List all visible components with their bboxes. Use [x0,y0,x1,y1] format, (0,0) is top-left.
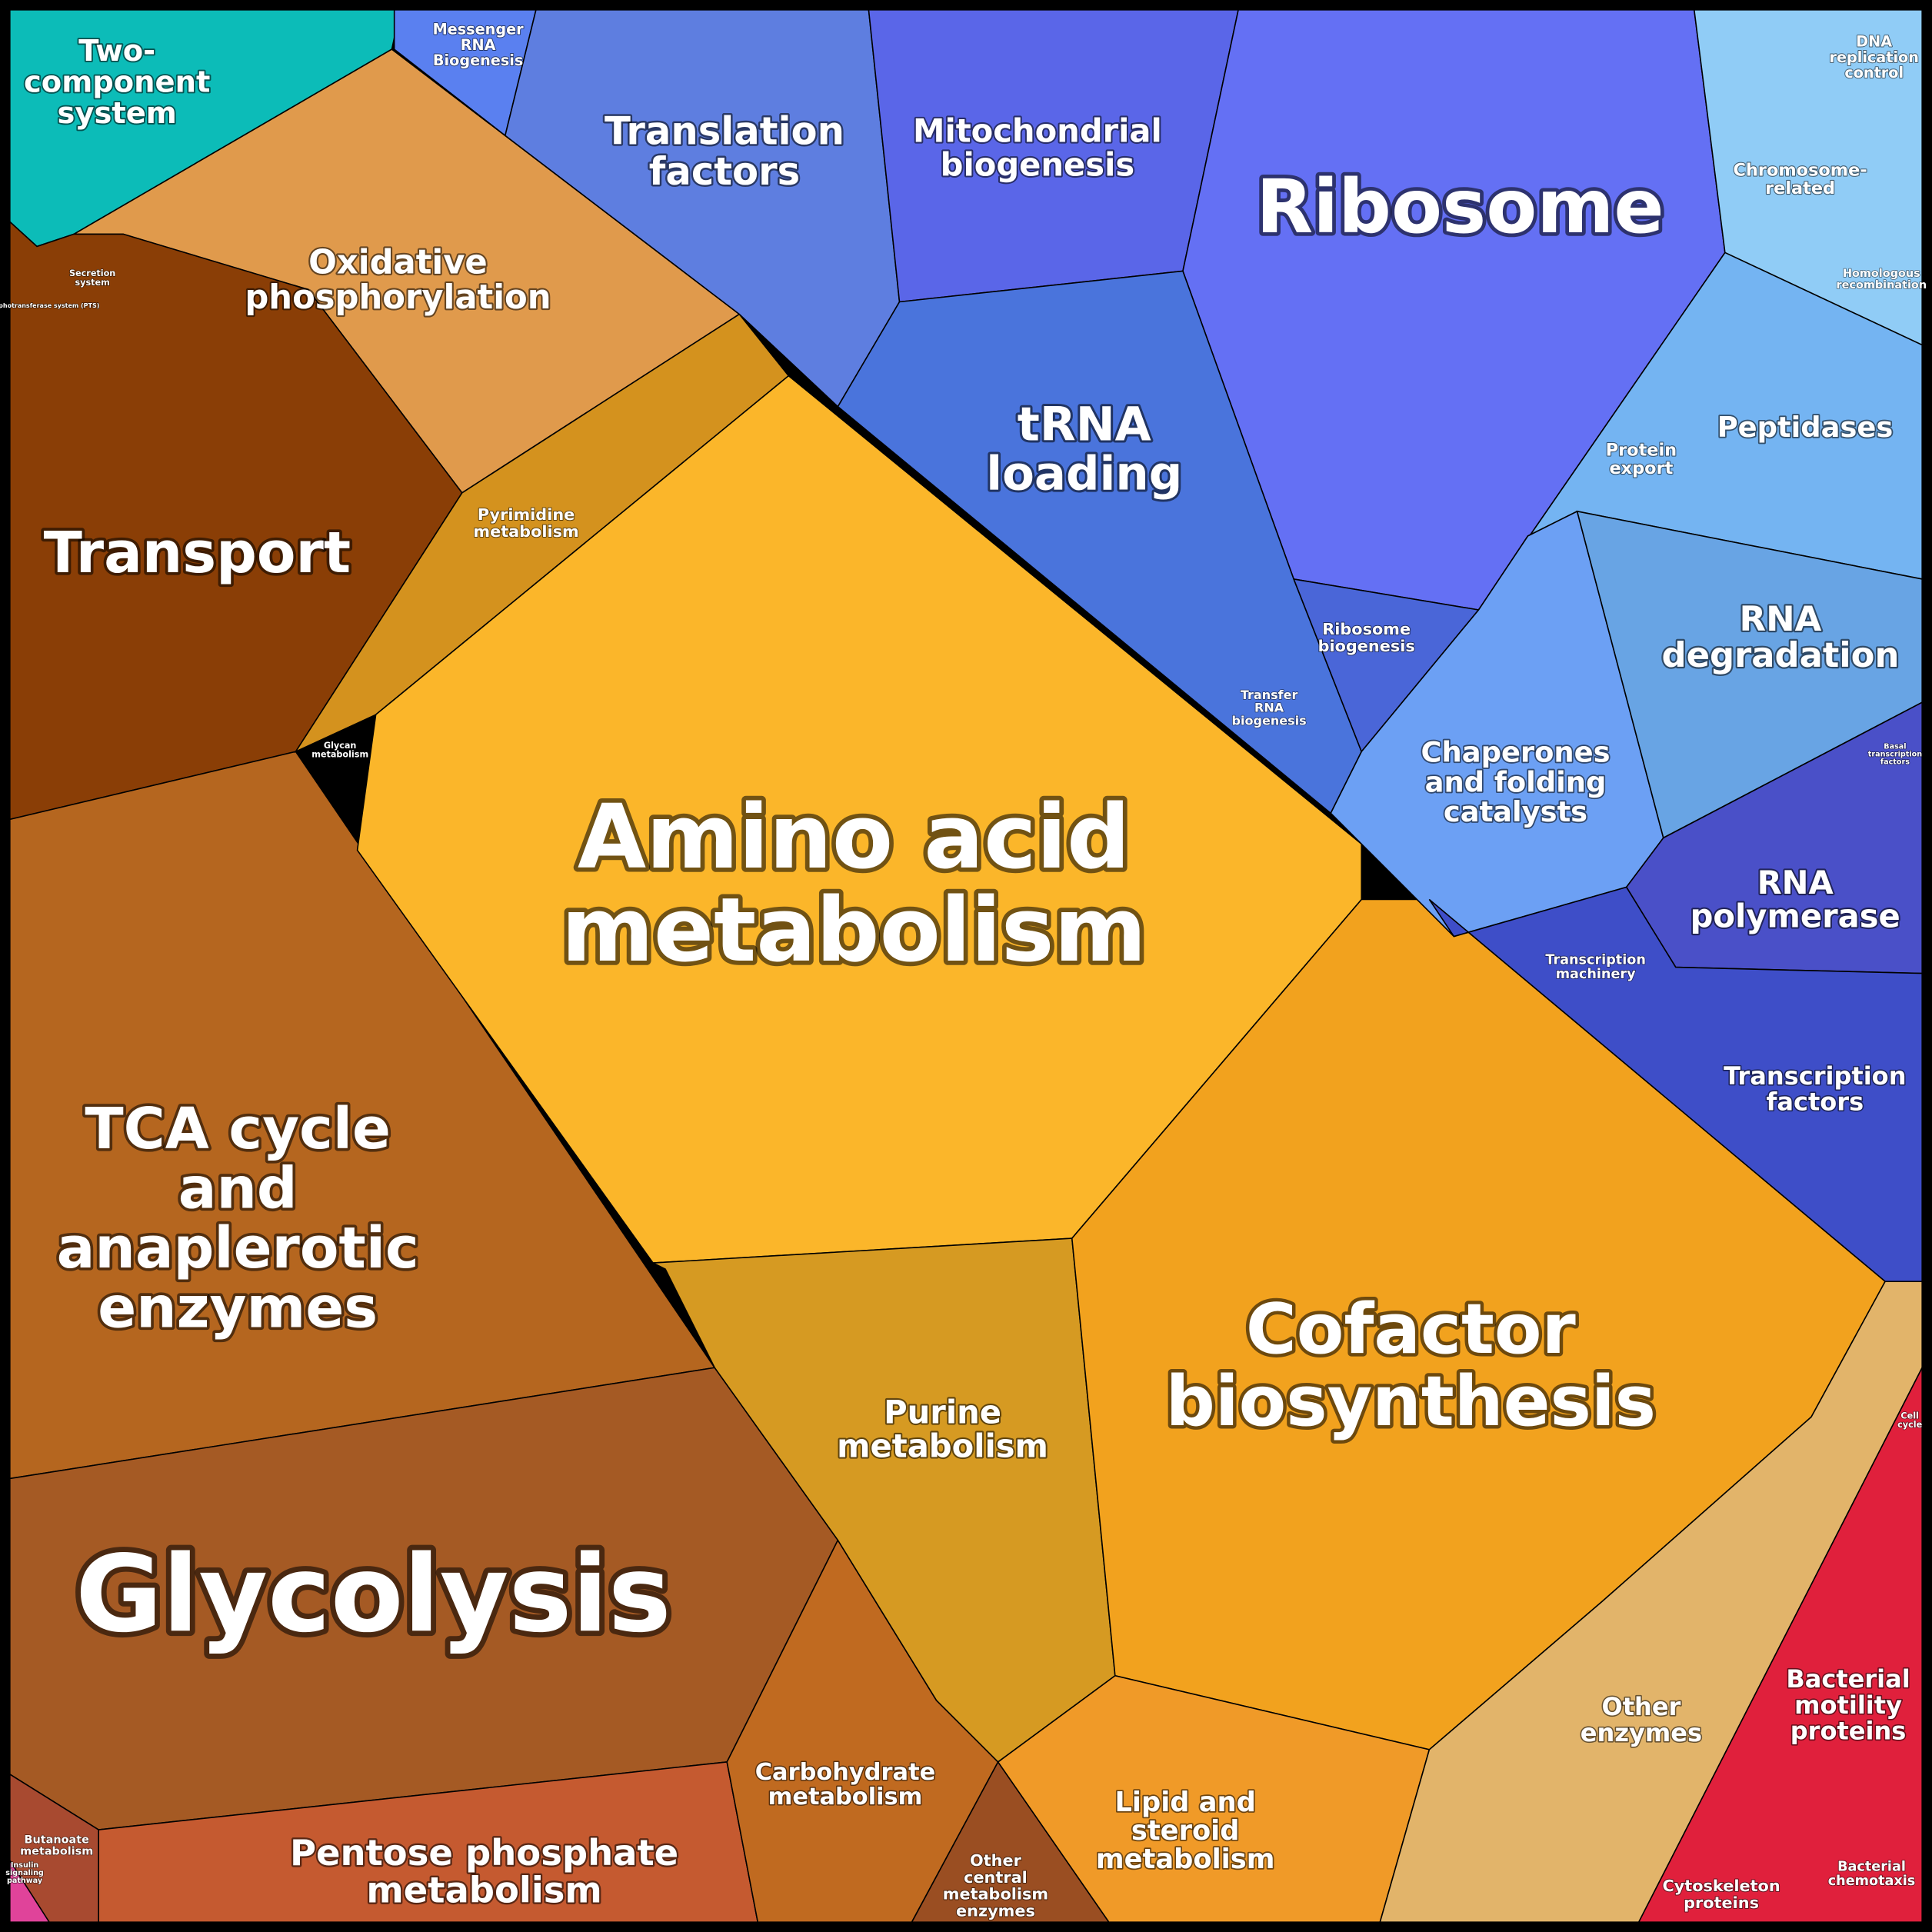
region-label: metabolism [473,522,578,541]
region-label: Ribosome [1256,164,1664,250]
region-label: Transcription [1724,1061,1906,1091]
region-label: and folding [1425,765,1607,798]
region-label: biogenesis [1232,713,1307,728]
region-label: proteins [1684,1894,1759,1912]
region-label: Amino acid [578,786,1131,889]
region-label: phosphorylation [245,278,551,317]
region-label: transcription [1868,750,1922,758]
region-label: metabolism [311,750,368,760]
region-label: TCA cycle [85,1097,391,1162]
region-label: metabolism [943,1885,1048,1904]
region-label: related [1765,178,1835,198]
region-label: cycle [1897,1420,1922,1430]
region-label: enzymes [1581,1718,1702,1747]
region-label: Basal [1884,742,1906,751]
region-label: replication [1829,48,1918,66]
region-label: metabolism [561,879,1147,982]
region-label: biogenesis [1318,637,1415,655]
region-label: Purine [884,1394,1001,1431]
region-label: Peptidases [1717,411,1894,444]
region-label: tRNA [1018,398,1151,452]
region-label: system [75,278,110,288]
region-label: Insulin [11,1861,39,1870]
region-label: Pyrimidine [478,505,575,524]
region-label: and [178,1157,298,1222]
region-label: Glycan [324,741,357,751]
region-label: proteins [1790,1716,1907,1745]
region-label: metabolism [366,1870,601,1911]
region-label: factors [1766,1088,1864,1117]
region-label: RNA [1740,598,1822,639]
region-label: machinery [1556,967,1636,982]
region-label: Cell [1900,1411,1919,1421]
region-label: Glycolysis [75,1533,671,1656]
region-label: Transcription [1545,952,1646,968]
region-label: chemotaxis [1828,1874,1916,1889]
region-label: Translation [605,109,844,154]
region-label: biosynthesis [1166,1362,1656,1442]
region-label: enzymes [956,1902,1035,1920]
region-label: Carbohydrate [755,1759,936,1786]
region-label: metabolism [837,1427,1048,1464]
region-label: Biogenesis [433,52,523,69]
region-label: motility [1794,1690,1902,1720]
region-label: control [1844,64,1904,82]
region-label: component [24,65,210,99]
region-label: RNA [1757,864,1834,901]
region-label: Protein [1606,440,1677,460]
region-label: metabolism [20,1845,93,1857]
region-label: Two- [78,34,155,68]
region-label: Lipid and [1114,1787,1255,1818]
region-label: Cofactor [1246,1290,1576,1370]
region-label: factors [649,149,800,194]
region-label: RNA [1254,701,1284,715]
region-label: recombination [1837,279,1927,291]
region-label: Cytoskeleton [1662,1877,1780,1895]
region-label: central [964,1868,1028,1887]
region-label: loading [986,447,1182,501]
region-label: Oxidative [308,244,488,282]
region-label: Pentose phosphate [290,1832,678,1874]
region-label: Homologous [1843,268,1920,280]
region-label: biogenesis [941,145,1134,183]
region-label: pathway [7,1877,43,1885]
region-label: catalysts [1444,795,1587,828]
region-label: Other [1601,1692,1681,1721]
labels: Two-componentsystemOxidativephosphorylat… [0,20,1927,1921]
region-label: Messenger [433,21,525,38]
region-label: steroid [1131,1815,1240,1847]
region-label: Secretion [69,268,115,278]
region-label: metabolism [768,1784,923,1810]
region-label: degradation [1661,635,1899,675]
region-label: Ribosome [1322,620,1411,638]
region-label: signaling [5,1869,44,1877]
region-label: Butanoate [24,1834,89,1846]
region-label: Mitochondrial [913,112,1162,150]
region-label: RNA [461,36,496,54]
region-label: enzymes [98,1275,378,1341]
region-label: anaplerotic [57,1216,419,1281]
region-label: Bacterial [1786,1664,1910,1694]
region-label: Transfer [1241,688,1298,702]
region-label: system [58,96,177,131]
region-label: metabolism [1096,1844,1275,1875]
region-label: DNA [1856,33,1892,51]
region-label: Other [970,1851,1022,1870]
region-label: Chaperones [1421,736,1610,769]
region-label: Transport [44,521,351,586]
regions [9,9,1923,1923]
region-label: polymerase [1690,898,1900,935]
region-label: factors [1880,758,1910,767]
region-label: Chromosome- [1734,161,1867,181]
region-label: Phosphotransferase system (PTS) [0,302,99,309]
region-label: export [1609,458,1673,478]
region-label: Bacterial [1837,1859,1906,1874]
